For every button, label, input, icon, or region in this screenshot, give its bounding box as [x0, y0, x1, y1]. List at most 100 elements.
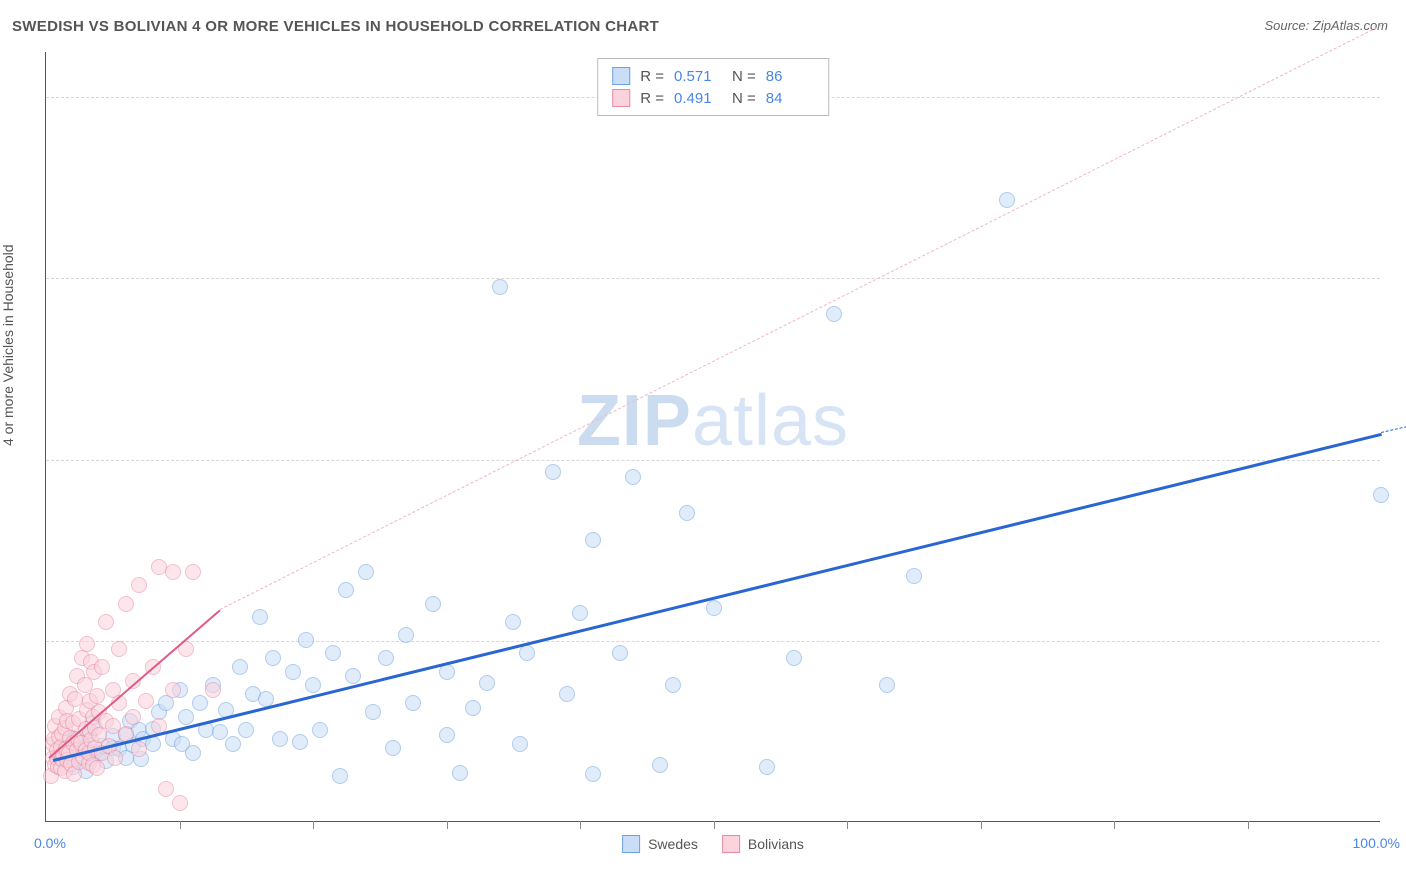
scatter-point [999, 192, 1015, 208]
legend-correlation: R =0.571N =86R =0.491N =84 [597, 58, 829, 116]
scatter-point [452, 765, 468, 781]
scatter-point [118, 596, 134, 612]
legend-row: R =0.571N =86 [612, 65, 814, 87]
gridline-horizontal [46, 641, 1380, 642]
chart-title: SWEDISH VS BOLIVIAN 4 OR MORE VEHICLES I… [12, 18, 659, 35]
scatter-point [398, 627, 414, 643]
scatter-point [559, 686, 575, 702]
trend-line [1381, 423, 1406, 433]
scatter-point [512, 736, 528, 752]
x-tick [313, 821, 314, 829]
scatter-point [305, 677, 321, 693]
y-axis-title: 4 or more Vehicles in Household [0, 244, 16, 446]
scatter-point [378, 650, 394, 666]
scatter-point [212, 724, 228, 740]
scatter-point [439, 727, 455, 743]
scatter-point [111, 641, 127, 657]
scatter-point [238, 722, 254, 738]
scatter-point [172, 795, 188, 811]
x-tick [1114, 821, 1115, 829]
scatter-point [252, 609, 268, 625]
legend-n-value: 84 [766, 90, 814, 107]
scatter-point [652, 757, 668, 773]
x-tick [714, 821, 715, 829]
legend-n-value: 86 [766, 68, 814, 85]
scatter-point [125, 709, 141, 725]
scatter-point [332, 768, 348, 784]
scatter-point [479, 675, 495, 691]
scatter-point [345, 668, 361, 684]
legend-r-value: 0.491 [674, 90, 722, 107]
scatter-point [272, 731, 288, 747]
scatter-point [89, 760, 105, 776]
scatter-point [79, 636, 95, 652]
gridline-horizontal [46, 278, 1380, 279]
legend-series-item: Swedes [622, 835, 698, 853]
scatter-point [365, 704, 381, 720]
scatter-point [89, 688, 105, 704]
scatter-point [519, 645, 535, 661]
scatter-point [325, 645, 341, 661]
scatter-point [165, 564, 181, 580]
scatter-point [98, 614, 114, 630]
legend-swatch [612, 67, 630, 85]
scatter-point [131, 741, 147, 757]
legend-series-label: Swedes [648, 836, 698, 852]
scatter-point [232, 659, 248, 675]
scatter-point [165, 682, 181, 698]
scatter-point [572, 605, 588, 621]
legend-series: Swedes Bolivians [622, 835, 804, 853]
legend-n-label: N = [732, 90, 756, 107]
scatter-point [312, 722, 328, 738]
x-axis-min-label: 0.0% [34, 835, 66, 851]
scatter-point [138, 693, 154, 709]
legend-swatch [722, 835, 740, 853]
legend-series-item: Bolivians [722, 835, 804, 853]
x-tick [981, 821, 982, 829]
scatter-point [906, 568, 922, 584]
scatter-point [1373, 487, 1389, 503]
scatter-point [385, 740, 401, 756]
scatter-point [405, 695, 421, 711]
scatter-point [505, 614, 521, 630]
scatter-point [178, 709, 194, 725]
scatter-point [185, 564, 201, 580]
scatter-point [612, 645, 628, 661]
scatter-point [358, 564, 374, 580]
plot-area: ZIPatlas R =0.571N =86R =0.491N =84 0.0%… [45, 52, 1380, 822]
legend-r-label: R = [640, 68, 664, 85]
scatter-point [465, 700, 481, 716]
scatter-point [292, 734, 308, 750]
legend-swatch [622, 835, 640, 853]
x-tick [1248, 821, 1249, 829]
scatter-point [706, 600, 722, 616]
legend-row: R = 0.491 N = 84 [612, 87, 814, 109]
scatter-point [879, 677, 895, 693]
scatter-point [158, 781, 174, 797]
scatter-point [585, 532, 601, 548]
scatter-point [492, 279, 508, 295]
scatter-point [205, 682, 221, 698]
scatter-point [107, 750, 123, 766]
x-tick [180, 821, 181, 829]
x-tick [447, 821, 448, 829]
scatter-point [338, 582, 354, 598]
scatter-point [192, 695, 208, 711]
scatter-point [786, 650, 802, 666]
scatter-point [585, 766, 601, 782]
chart-container: SWEDISH VS BOLIVIAN 4 OR MORE VEHICLES I… [0, 0, 1406, 892]
legend-series-label: Bolivians [748, 836, 804, 852]
legend-r-label: R = [640, 90, 664, 107]
gridline-horizontal [46, 460, 1380, 461]
x-tick [580, 821, 581, 829]
legend-swatch [612, 89, 630, 107]
x-axis-max-label: 100.0% [1353, 835, 1400, 851]
watermark: ZIPatlas [577, 380, 849, 462]
scatter-point [759, 759, 775, 775]
scatter-point [94, 659, 110, 675]
watermark-light: atlas [692, 381, 849, 461]
legend-n-label: N = [732, 68, 756, 85]
scatter-point [285, 664, 301, 680]
scatter-point [225, 736, 241, 752]
scatter-point [545, 464, 561, 480]
